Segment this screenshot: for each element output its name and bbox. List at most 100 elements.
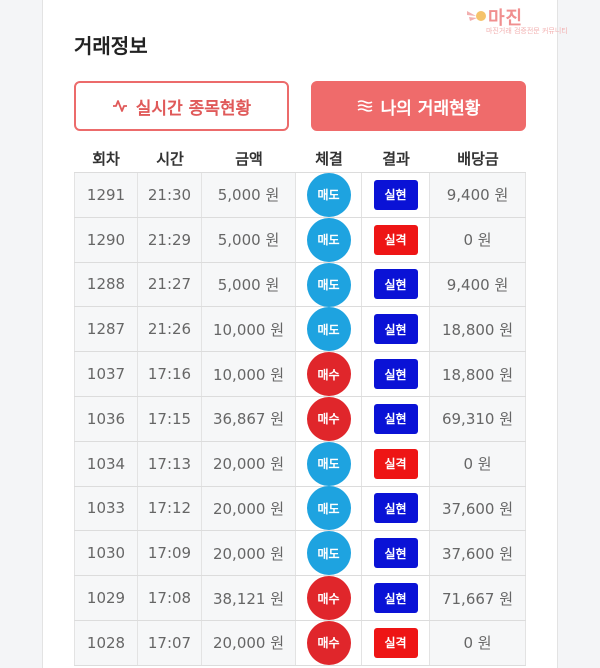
pulse-icon <box>112 100 127 112</box>
fill-cell: 매도 <box>296 307 362 352</box>
amount-cell: 36,867 원 <box>202 396 296 441</box>
column-header-payout: 배당금 <box>457 150 499 168</box>
fill-cell: 매수 <box>296 396 362 441</box>
column-header-round: 회차 <box>92 150 120 168</box>
amount-cell: 20,000 원 <box>202 486 296 531</box>
result-cell: 실현 <box>362 352 430 396</box>
disqualified-badge: 실격 <box>373 627 418 658</box>
payout-cell: 37,600 원 <box>430 531 526 576</box>
table-row: 1037 17:16 10,000 원 매수 실현 18,800 원 <box>74 352 526 397</box>
time-cell: 17:09 <box>138 531 202 576</box>
amount-cell: 10,000 원 <box>202 307 296 352</box>
time-cell: 21:27 <box>138 262 202 307</box>
fill-cell: 매도 <box>296 172 362 217</box>
sell-badge: 매도 <box>306 217 351 262</box>
round-cell: 1028 <box>74 620 138 665</box>
fill-cell: 매도 <box>296 486 362 531</box>
payout-cell: 37,600 원 <box>430 486 526 531</box>
time-cell: 17:16 <box>138 352 202 396</box>
amount-cell: 38,121 원 <box>202 576 296 620</box>
realized-badge: 실현 <box>373 179 418 210</box>
table-row: 1287 21:26 10,000 원 매도 실현 18,800 원 <box>74 307 526 353</box>
result-cell: 실현 <box>362 262 430 307</box>
realized-badge: 실현 <box>373 583 418 614</box>
sell-badge: 매도 <box>306 307 351 352</box>
realized-badge: 실현 <box>373 403 418 434</box>
fill-cell: 매수 <box>296 620 362 665</box>
amount-cell: 5,000 원 <box>202 262 296 307</box>
sell-badge: 매도 <box>306 441 351 486</box>
round-cell: 1030 <box>74 531 138 576</box>
sell-badge: 매도 <box>306 486 351 531</box>
payout-cell: 18,800 원 <box>430 307 526 352</box>
round-cell: 1036 <box>74 396 138 441</box>
realized-badge: 실현 <box>373 314 418 345</box>
table-row: 1290 21:29 5,000 원 매도 실격 0 원 <box>74 217 526 263</box>
table-row: 1034 17:13 20,000 원 매도 실격 0 원 <box>74 441 526 487</box>
waves-icon <box>357 100 373 112</box>
payout-cell: 71,667 원 <box>430 576 526 620</box>
time-cell: 17:13 <box>138 441 202 486</box>
round-cell: 1033 <box>74 486 138 531</box>
sell-badge: 매도 <box>306 531 351 576</box>
disqualified-badge: 실격 <box>373 448 418 479</box>
sell-badge: 매도 <box>306 262 351 307</box>
table-row: 1028 17:07 20,000 원 매수 실격 0 원 <box>74 620 526 666</box>
result-cell: 실격 <box>362 217 430 262</box>
table-row: 1029 17:08 38,121 원 매수 실현 71,667 원 <box>74 576 526 621</box>
column-header-amount: 금액 <box>235 150 263 168</box>
time-cell: 21:30 <box>138 173 202 217</box>
fill-cell: 매도 <box>296 262 362 307</box>
table-row: 1288 21:27 5,000 원 매도 실현 9,400 원 <box>74 262 526 308</box>
buy-badge: 매수 <box>306 620 351 665</box>
realized-badge: 실현 <box>373 269 418 300</box>
buy-badge: 매수 <box>306 352 351 397</box>
result-cell: 실현 <box>362 531 430 576</box>
my-trades-button[interactable]: 나의 거래현황 <box>311 81 526 131</box>
result-cell: 실현 <box>362 486 430 531</box>
amount-cell: 20,000 원 <box>202 441 296 486</box>
live-status-label: 실시간 종목현황 <box>135 98 252 119</box>
round-cell: 1287 <box>74 307 138 352</box>
fill-cell: 매도 <box>296 217 362 262</box>
watermark-tagline: 마진거래 검증전문 커뮤니티 <box>486 27 568 35</box>
section-title: 거래정보 <box>74 34 148 58</box>
time-cell: 21:29 <box>138 217 202 262</box>
payout-cell: 0 원 <box>430 217 526 262</box>
result-cell: 실격 <box>362 441 430 486</box>
realized-badge: 실현 <box>373 359 418 390</box>
fill-cell: 매수 <box>296 352 362 397</box>
result-cell: 실현 <box>362 396 430 441</box>
column-header-fill: 체결 <box>315 150 343 168</box>
amount-cell: 20,000 원 <box>202 620 296 665</box>
round-cell: 1034 <box>74 441 138 486</box>
watermark-brand: 마진 <box>488 8 524 29</box>
my-trades-label: 나의 거래현황 <box>380 98 481 119</box>
round-cell: 1290 <box>74 217 138 262</box>
buy-badge: 매수 <box>306 576 351 621</box>
table-row: 1033 17:12 20,000 원 매도 실현 37,600 원 <box>74 486 526 532</box>
wing-icon <box>467 11 486 21</box>
realized-badge: 실현 <box>373 493 418 524</box>
result-cell: 실격 <box>362 620 430 665</box>
payout-cell: 9,400 원 <box>430 173 526 217</box>
trade-table: 1291 21:30 5,000 원 매도 실현 9,400 원 1290 21:29 5,00… <box>74 172 526 666</box>
table-row: 1291 21:30 5,000 원 매도 실현 9,400 원 <box>74 172 526 218</box>
round-cell: 1037 <box>74 352 138 396</box>
amount-cell: 10,000 원 <box>202 352 296 396</box>
fill-cell: 매도 <box>296 531 362 576</box>
amount-cell: 5,000 원 <box>202 173 296 217</box>
round-cell: 1288 <box>74 262 138 307</box>
payout-cell: 0 원 <box>430 620 526 665</box>
disqualified-badge: 실격 <box>373 224 418 255</box>
round-cell: 1029 <box>74 576 138 620</box>
time-cell: 17:15 <box>138 396 202 441</box>
time-cell: 17:08 <box>138 576 202 620</box>
fill-cell: 매수 <box>296 576 362 621</box>
fill-cell: 매도 <box>296 441 362 486</box>
result-cell: 실현 <box>362 576 430 620</box>
amount-cell: 20,000 원 <box>202 531 296 576</box>
table-row: 1036 17:15 36,867 원 매수 실현 69,310 원 <box>74 396 526 442</box>
result-cell: 실현 <box>362 173 430 217</box>
live-status-button[interactable]: 실시간 종목현황 <box>74 81 289 131</box>
